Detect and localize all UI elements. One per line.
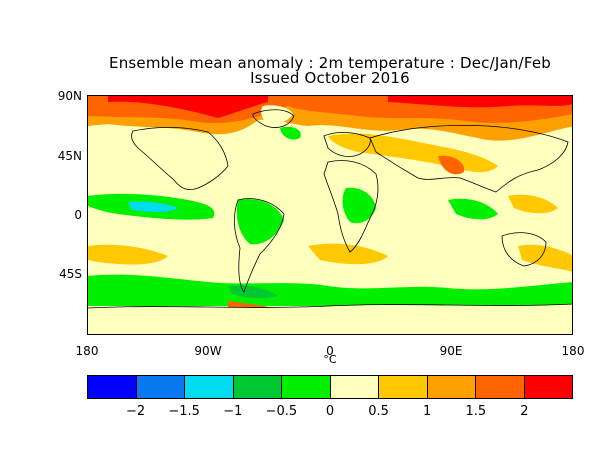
south-america-cool [236, 198, 284, 245]
colorbar-cell [282, 376, 331, 398]
anomaly-map [87, 95, 573, 335]
colorbar-label: −0.5 [265, 404, 298, 419]
colorbar-label: 1.5 [465, 404, 487, 419]
map-title: Ensemble mean anomaly : 2m temperature :… [109, 54, 551, 72]
africa-cool [342, 187, 376, 224]
north-america-outline [131, 126, 229, 190]
tibet-hot [438, 155, 465, 175]
tasman-warm [518, 244, 572, 272]
north-atlantic-cool [280, 126, 301, 140]
asia-outline [369, 124, 569, 193]
canada-hot-core [108, 96, 268, 118]
lon-label-90e: 90E [439, 344, 463, 358]
anomaly-map-svg [88, 96, 572, 334]
antarctica-outline [88, 303, 572, 309]
lon-label-0: 0 [326, 344, 334, 358]
colorbar-cell [136, 376, 185, 398]
colorbar-label: −1.5 [168, 404, 200, 419]
europe-outline [323, 132, 371, 157]
southern-ocean-cool [88, 274, 572, 306]
antarctica [88, 304, 572, 334]
lat-label-45n: 45N [57, 149, 82, 163]
map-subtitle: Issued October 2016 [250, 69, 410, 87]
greenland-outline [252, 109, 295, 128]
lon-label-180w: 180 [75, 344, 99, 358]
lat-label-eq: 0 [74, 208, 82, 222]
coastlines [88, 109, 572, 309]
colorbar-label: 0 [325, 404, 335, 419]
lon-label-90w: 90W [194, 344, 222, 358]
southern-ocean-cold-spot [228, 285, 278, 299]
south-atlantic-warm [308, 243, 388, 265]
colorbar-cell [427, 376, 476, 398]
enso-cold-tongue [128, 201, 178, 212]
colorbar [87, 375, 573, 399]
colorbar-cell [185, 376, 234, 398]
unit-label: °C [323, 353, 337, 366]
colorbar-label: 0.5 [368, 404, 389, 419]
colorbar-cell [233, 376, 282, 398]
australia-outline [501, 232, 547, 267]
africa-outline [323, 160, 379, 253]
maritime-continent-cool [448, 198, 498, 220]
colorbar-label: −1 [223, 404, 243, 419]
colorbar-cell [524, 376, 572, 398]
south-america-outline [234, 198, 285, 293]
colorbar-label: −2 [126, 404, 146, 419]
west-pacific-warm [508, 194, 558, 214]
siberia-hot-core [388, 96, 572, 108]
lat-label-45s: 45S [59, 267, 82, 281]
lon-label-180e: 180 [561, 344, 585, 358]
colorbar-label: 2 [520, 404, 529, 419]
lat-label-90n: 90N [57, 89, 82, 103]
colorbar-cell [476, 376, 525, 398]
colorbar-label: 1 [423, 404, 432, 419]
south-pacific-warm [88, 244, 168, 265]
colorbar-cell [379, 376, 428, 398]
colorbar-cell [88, 376, 137, 398]
colorbar-cell [330, 376, 379, 398]
